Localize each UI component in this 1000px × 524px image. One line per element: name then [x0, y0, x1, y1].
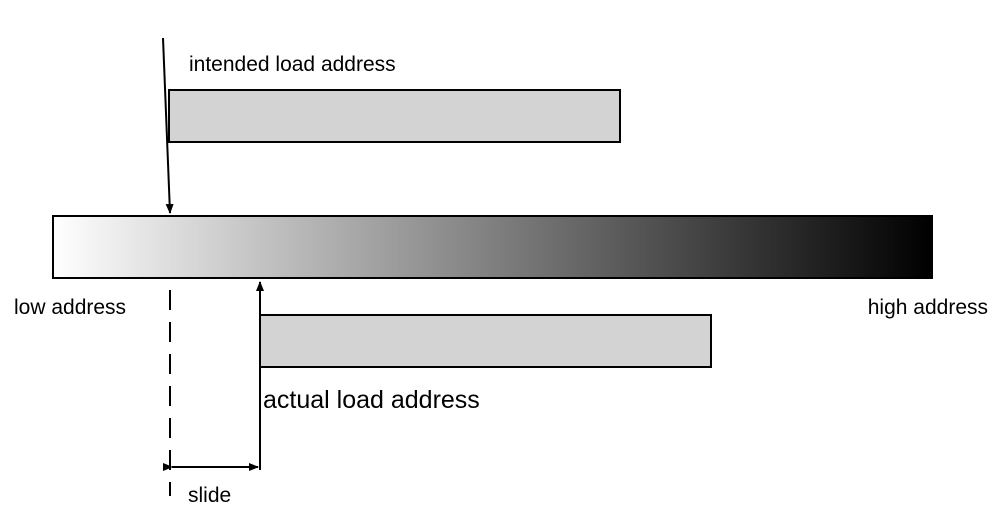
intended-load-address-label: intended load address: [189, 53, 396, 76]
high-address-label: high address: [868, 296, 988, 319]
address-space-bar: [52, 215, 933, 279]
actual-load-address-label: actual load address: [263, 386, 480, 414]
slide-label: slide: [188, 484, 231, 507]
intended-segment-bar: [168, 89, 621, 143]
low-address-label: low address: [14, 296, 126, 319]
intended-address-arrow: [162, 37, 174, 214]
actual-segment-bar: [259, 314, 712, 368]
